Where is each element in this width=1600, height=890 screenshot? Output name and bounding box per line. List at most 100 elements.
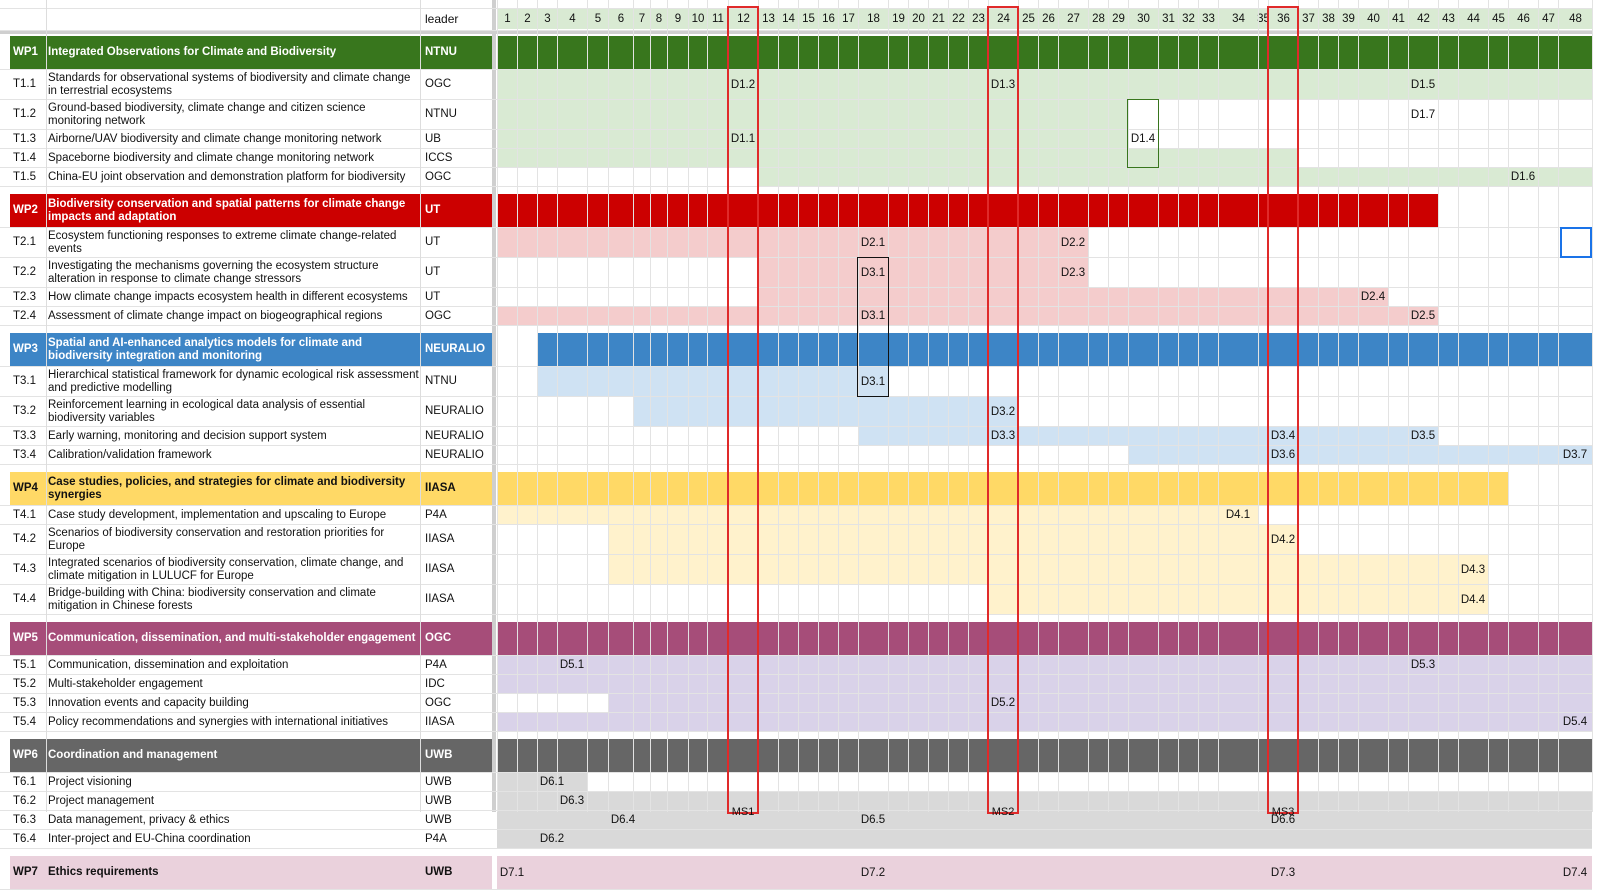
task-leader[interactable]: OGC: [425, 78, 452, 90]
task-leader[interactable]: UWB: [425, 813, 452, 826]
task-leader[interactable]: P4A: [425, 832, 447, 845]
task-title[interactable]: Inter-project and EU-China coordination: [48, 832, 251, 845]
task-title[interactable]: Data management, privacy & ethics: [48, 813, 230, 826]
wp-code[interactable]: WP3: [13, 343, 38, 355]
task-code[interactable]: T5.2: [13, 677, 37, 690]
task-leader[interactable]: IDC: [425, 677, 445, 690]
task-leader[interactable]: UWB: [425, 794, 452, 807]
task-title[interactable]: Spaceborne biodiversity and climate chan…: [48, 151, 375, 164]
task-leader[interactable]: P4A: [425, 658, 447, 671]
wp-leader[interactable]: NEURALIO: [425, 343, 486, 355]
task-code[interactable]: T1.4: [13, 151, 37, 164]
deliverable-label[interactable]: D1.4: [1130, 133, 1156, 145]
deliverable-label[interactable]: D3.2: [990, 405, 1016, 418]
deliverable-label[interactable]: D7.2: [860, 866, 886, 879]
deliverable-label[interactable]: D2.2: [1060, 236, 1086, 249]
deliverable-label[interactable]: D6.2: [539, 833, 565, 845]
task-title[interactable]: Innovation events and capacity building: [48, 696, 249, 709]
task-leader[interactable]: IIASA: [425, 533, 455, 545]
deliverable-label[interactable]: D6.3: [559, 795, 585, 807]
task-code[interactable]: T1.5: [13, 170, 37, 183]
deliverable-label[interactable]: D1.3: [990, 78, 1016, 91]
task-code[interactable]: T2.4: [13, 309, 37, 322]
deliverable-label[interactable]: D3.4: [1270, 430, 1296, 442]
task-title[interactable]: Bridge-building with China: biodiversity…: [48, 586, 376, 612]
task-code[interactable]: T3.2: [13, 405, 37, 417]
deliverable-label[interactable]: D2.5: [1410, 310, 1436, 322]
deliverable-label[interactable]: D4.1: [1225, 509, 1251, 521]
wp-code[interactable]: WP6: [13, 749, 38, 761]
cell-selection-box[interactable]: [1560, 227, 1592, 258]
task-title[interactable]: China-EU joint observation and demonstra…: [48, 170, 406, 183]
deliverable-label[interactable]: D3.6: [1270, 449, 1296, 461]
deliverable-label[interactable]: D3.1: [860, 310, 886, 322]
task-code[interactable]: T3.4: [13, 448, 37, 461]
deliverable-label[interactable]: D3.1: [860, 266, 886, 279]
task-title[interactable]: Communication, dissemination and exploit…: [48, 658, 289, 671]
task-code[interactable]: T2.2: [13, 266, 37, 278]
wp-leader[interactable]: UWB: [425, 749, 453, 761]
wp-title[interactable]: Spatial and AI-enhanced analytics models…: [48, 336, 362, 362]
task-code[interactable]: T4.3: [13, 563, 37, 575]
wp-code[interactable]: WP1: [13, 46, 38, 58]
deliverable-label[interactable]: D2.1: [860, 236, 886, 249]
task-leader[interactable]: IIASA: [425, 563, 455, 575]
wp-code[interactable]: WP4: [13, 482, 38, 494]
task-title[interactable]: Multi-stakeholder engagement: [48, 677, 203, 690]
task-title[interactable]: Project visioning: [48, 775, 132, 788]
deliverable-label[interactable]: D4.2: [1270, 533, 1296, 546]
task-code[interactable]: T4.4: [13, 593, 37, 605]
task-leader[interactable]: NTNU: [425, 375, 457, 387]
deliverable-label[interactable]: D1.2: [730, 78, 756, 91]
task-code[interactable]: T4.2: [13, 533, 37, 545]
task-leader[interactable]: IIASA: [425, 715, 455, 728]
task-leader[interactable]: IIASA: [425, 593, 455, 605]
task-title[interactable]: Hierarchical statistical framework for d…: [48, 368, 419, 394]
task-code[interactable]: T1.2: [13, 108, 37, 120]
task-leader[interactable]: UT: [425, 236, 441, 248]
deliverable-label[interactable]: D5.3: [1410, 659, 1436, 671]
task-code[interactable]: T1.1: [13, 78, 37, 90]
wp-leader[interactable]: UT: [425, 204, 441, 216]
task-code[interactable]: T2.3: [13, 290, 37, 303]
deliverable-label[interactable]: D2.4: [1360, 291, 1386, 303]
task-code[interactable]: T6.4: [13, 832, 37, 845]
deliverable-label[interactable]: D1.7: [1410, 108, 1436, 121]
deliverable-label[interactable]: D3.1: [860, 375, 886, 388]
task-code[interactable]: T5.1: [13, 658, 37, 671]
task-title[interactable]: Ground-based biodiversity, climate chang…: [48, 101, 366, 127]
deliverable-label[interactable]: D6.5: [860, 814, 886, 826]
task-leader[interactable]: UT: [425, 266, 441, 278]
deliverable-label[interactable]: D1.5: [1410, 78, 1436, 91]
deliverable-label[interactable]: D3.7: [1562, 449, 1588, 461]
deliverable-label[interactable]: D4.4: [1460, 593, 1486, 606]
task-leader[interactable]: ICCS: [425, 151, 453, 164]
task-title[interactable]: Reinforcement learning in ecological dat…: [48, 398, 366, 424]
task-title[interactable]: Early warning, monitoring and decision s…: [48, 429, 327, 442]
task-code[interactable]: T6.3: [13, 813, 37, 826]
deliverable-label[interactable]: D6.1: [539, 776, 565, 788]
deliverable-label[interactable]: D6.4: [610, 814, 636, 826]
wp-title[interactable]: Biodiversity conservation and spatial pa…: [48, 197, 406, 223]
task-title[interactable]: Policy recommendations and synergies wit…: [48, 715, 389, 728]
task-code[interactable]: T4.1: [13, 508, 37, 521]
task-leader[interactable]: P4A: [425, 508, 447, 521]
deliverable-label[interactable]: D1.6: [1510, 171, 1536, 183]
wp-code[interactable]: WP2: [13, 204, 38, 216]
task-code[interactable]: T1.3: [13, 132, 37, 145]
wp-leader[interactable]: NTNU: [425, 46, 457, 58]
task-title[interactable]: Project management: [48, 794, 155, 807]
task-title[interactable]: Airborne/UAV biodiversity and climate ch…: [48, 132, 382, 145]
task-title[interactable]: Investigating the mechanisms governing t…: [48, 259, 379, 285]
wp-title[interactable]: Communication, dissemination, and multi-…: [48, 632, 416, 644]
task-code[interactable]: T3.3: [13, 429, 37, 442]
task-code[interactable]: T5.4: [13, 715, 37, 728]
wp-leader[interactable]: UWB: [425, 866, 453, 878]
wp-leader[interactable]: IIASA: [425, 482, 456, 494]
task-title[interactable]: Integrated scenarios of biodiversity con…: [48, 556, 404, 582]
wp-title[interactable]: Integrated Observations for Climate and …: [48, 46, 337, 58]
wp-title[interactable]: Case studies, policies, and strategies f…: [48, 475, 406, 501]
wp-title[interactable]: Ethics requirements: [48, 866, 159, 878]
wp-code[interactable]: WP7: [13, 866, 38, 878]
wp-leader[interactable]: OGC: [425, 632, 452, 644]
